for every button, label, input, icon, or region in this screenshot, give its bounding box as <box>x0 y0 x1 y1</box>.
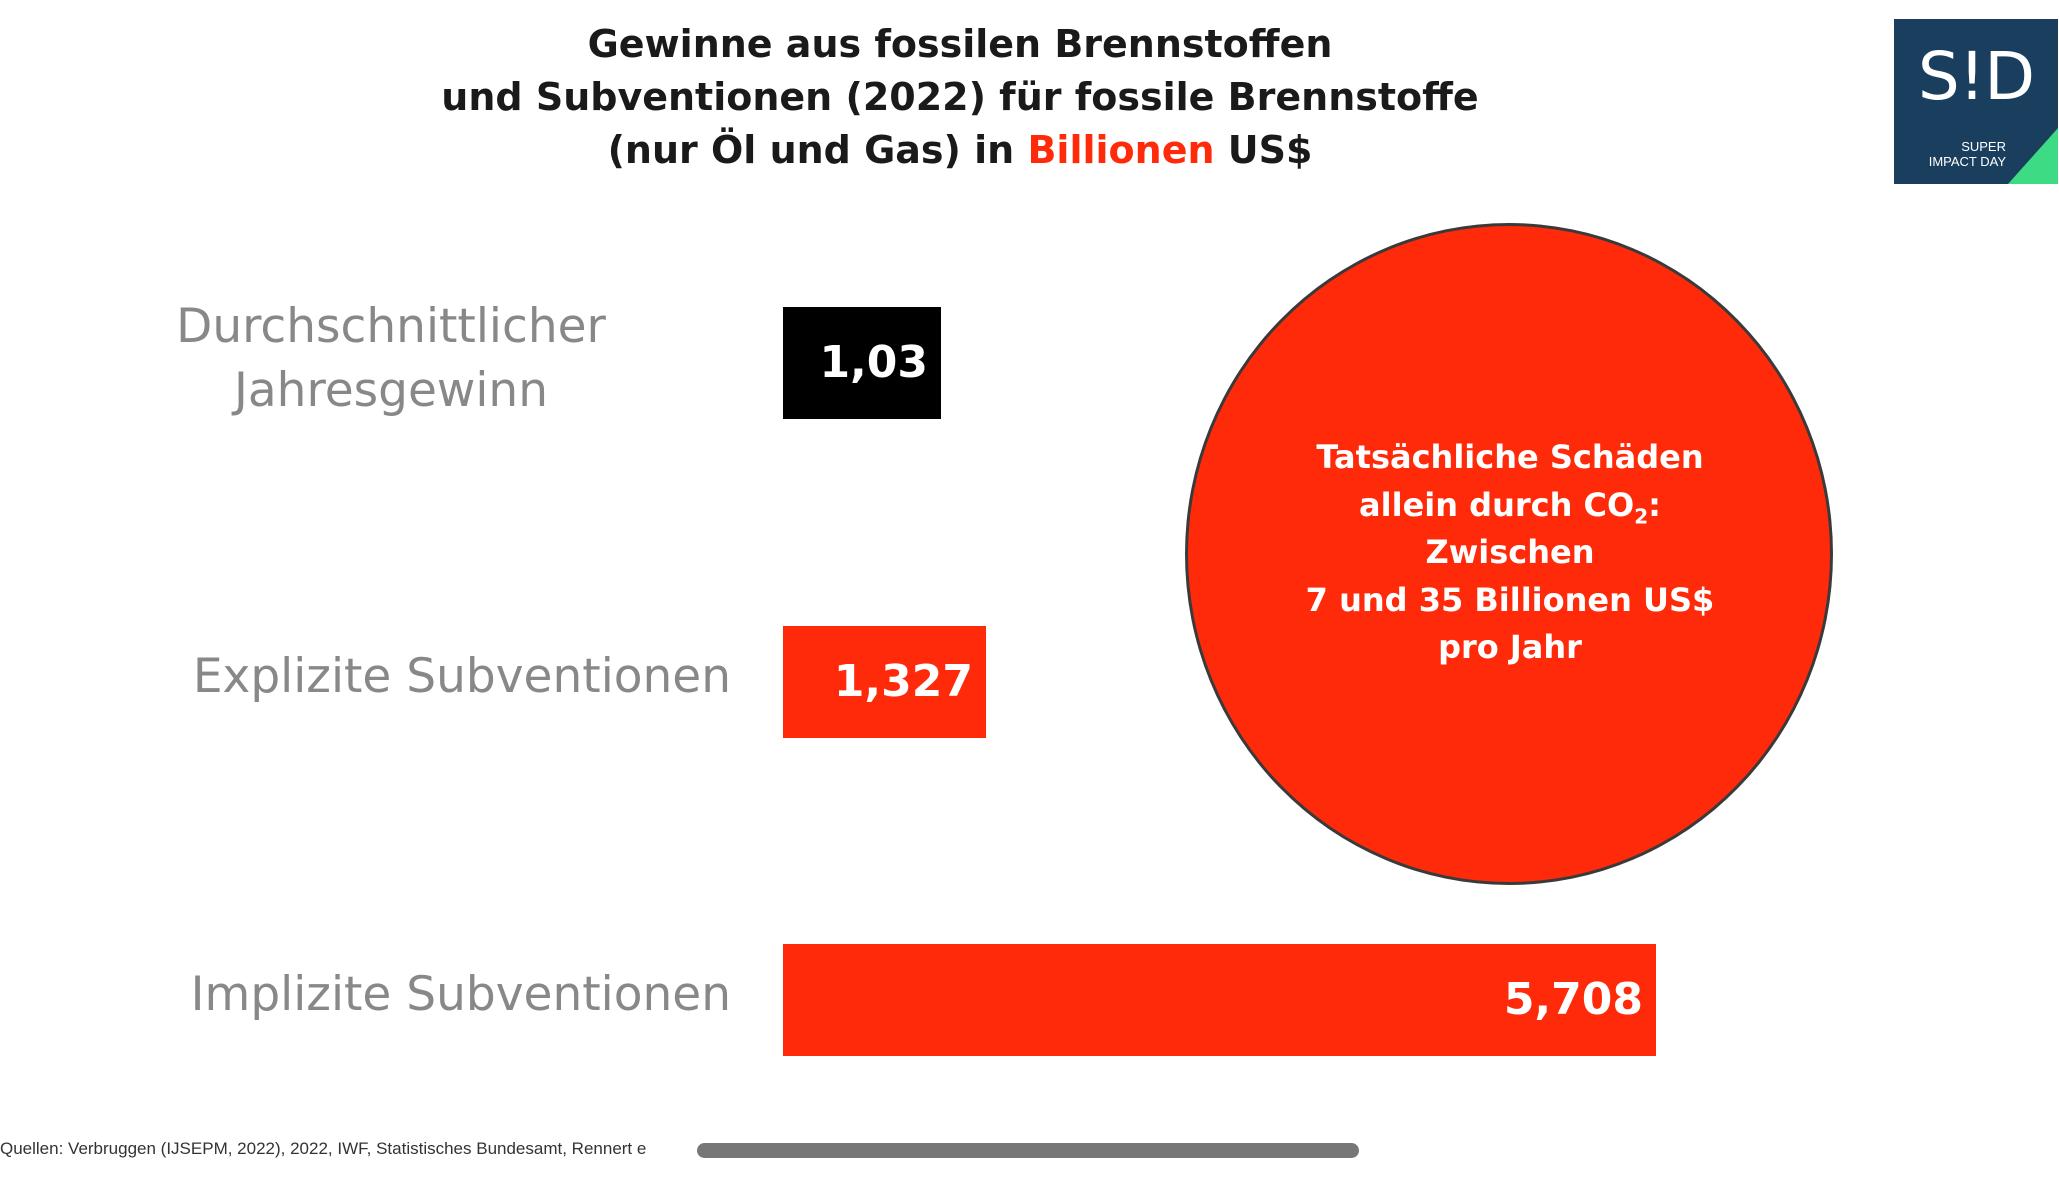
damage-circle <box>1185 223 1833 885</box>
annotation-line-1: Tatsächliche Schäden <box>1316 438 1704 476</box>
chart-title: Gewinne aus fossilen Brennstoffen und Su… <box>300 18 1620 177</box>
bar <box>783 626 986 738</box>
category-label: Explizite Subventionen <box>51 646 731 708</box>
annotation-line-5: pro Jahr <box>1438 628 1582 666</box>
category-label: Implizite Subventionen <box>51 964 731 1026</box>
title-accent-word: Billionen <box>1027 128 1215 172</box>
source-note: Quellen: Verbruggen (IJSEPM, 2022), 2022… <box>0 1139 647 1158</box>
title-line-1: Gewinne aus fossilen Brennstoffen <box>587 22 1333 66</box>
title-line-3-end: US$ <box>1227 128 1313 172</box>
logo-subtitle-line-1: SUPER <box>1961 139 2006 154</box>
logo-mark: S!D <box>1917 38 2035 115</box>
category-label-line: Explizite Subventionen <box>192 649 731 704</box>
horizontal-scrollbar[interactable] <box>697 1143 1359 1158</box>
annotation-line-2-colon: : <box>1648 485 1661 524</box>
annotation-subscript: 2 <box>1634 503 1649 528</box>
sid-logo: S!D SUPER IMPACT DAY <box>1894 19 2058 184</box>
annotation-line-4: 7 und 35 Billionen US$ <box>1305 580 1715 619</box>
bar <box>783 307 941 419</box>
category-label: Durchschnittlicher Jahresgewinn <box>51 295 731 423</box>
logo-corner-triangle-icon <box>2008 128 2058 184</box>
category-label-line: Jahresgewinn <box>234 363 548 418</box>
annotation-line-3: Zwischen <box>1425 533 1595 571</box>
damage-annotation: Tatsächliche Schäden allein durch CO2: Z… <box>1220 434 1800 672</box>
category-label-line: Durchschnittlicher <box>176 299 606 354</box>
bar-value-label: 5,708 <box>1503 974 1643 1025</box>
bar <box>783 944 1656 1056</box>
category-label-line: Implizite Subventionen <box>190 967 731 1022</box>
title-line-3: (nur Öl und Gas) in Billionen US$ <box>300 124 1620 177</box>
bar-value-label: 1,327 <box>833 656 973 707</box>
annotation-line-2: allein durch CO2: <box>1220 482 1800 530</box>
annotation-line-2-text: allein durch CO <box>1359 485 1635 524</box>
logo-subtitle-line-2: IMPACT DAY <box>1928 154 2006 169</box>
logo-subtitle: SUPER IMPACT DAY <box>1908 139 2006 169</box>
bar-value-label: 1,03 <box>819 337 928 388</box>
title-line-3-start: (nur Öl und Gas) in <box>607 128 1015 172</box>
title-line-2: und Subventionen (2022) für fossile Bren… <box>441 75 1479 119</box>
